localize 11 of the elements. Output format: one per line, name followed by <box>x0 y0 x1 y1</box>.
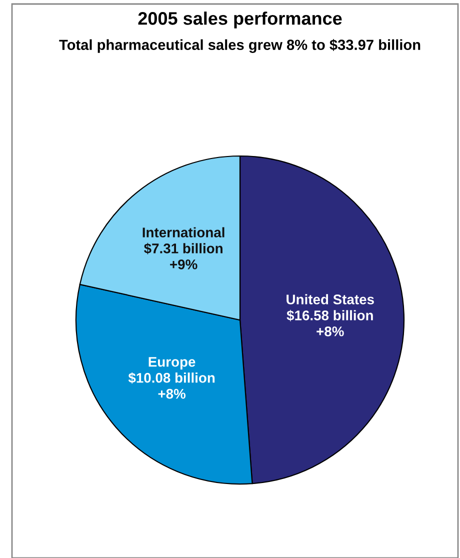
slice-label: Europe <box>148 357 196 370</box>
data-label: $7.31 billion <box>144 242 222 254</box>
slice-label: International <box>142 227 224 238</box>
chart-subtitle: Total pharmaceutical sales grew 8% to $33.97 billion <box>59 39 420 53</box>
chart-title: 2005 sales performance <box>138 12 342 28</box>
slice-label: United States <box>286 294 374 304</box>
data-label: $16.58 billion <box>286 310 373 322</box>
data-label: $10.08 billion <box>128 372 215 384</box>
text: +8% <box>158 388 186 399</box>
text: +8% <box>316 326 344 336</box>
text: +9% <box>170 260 198 270</box>
